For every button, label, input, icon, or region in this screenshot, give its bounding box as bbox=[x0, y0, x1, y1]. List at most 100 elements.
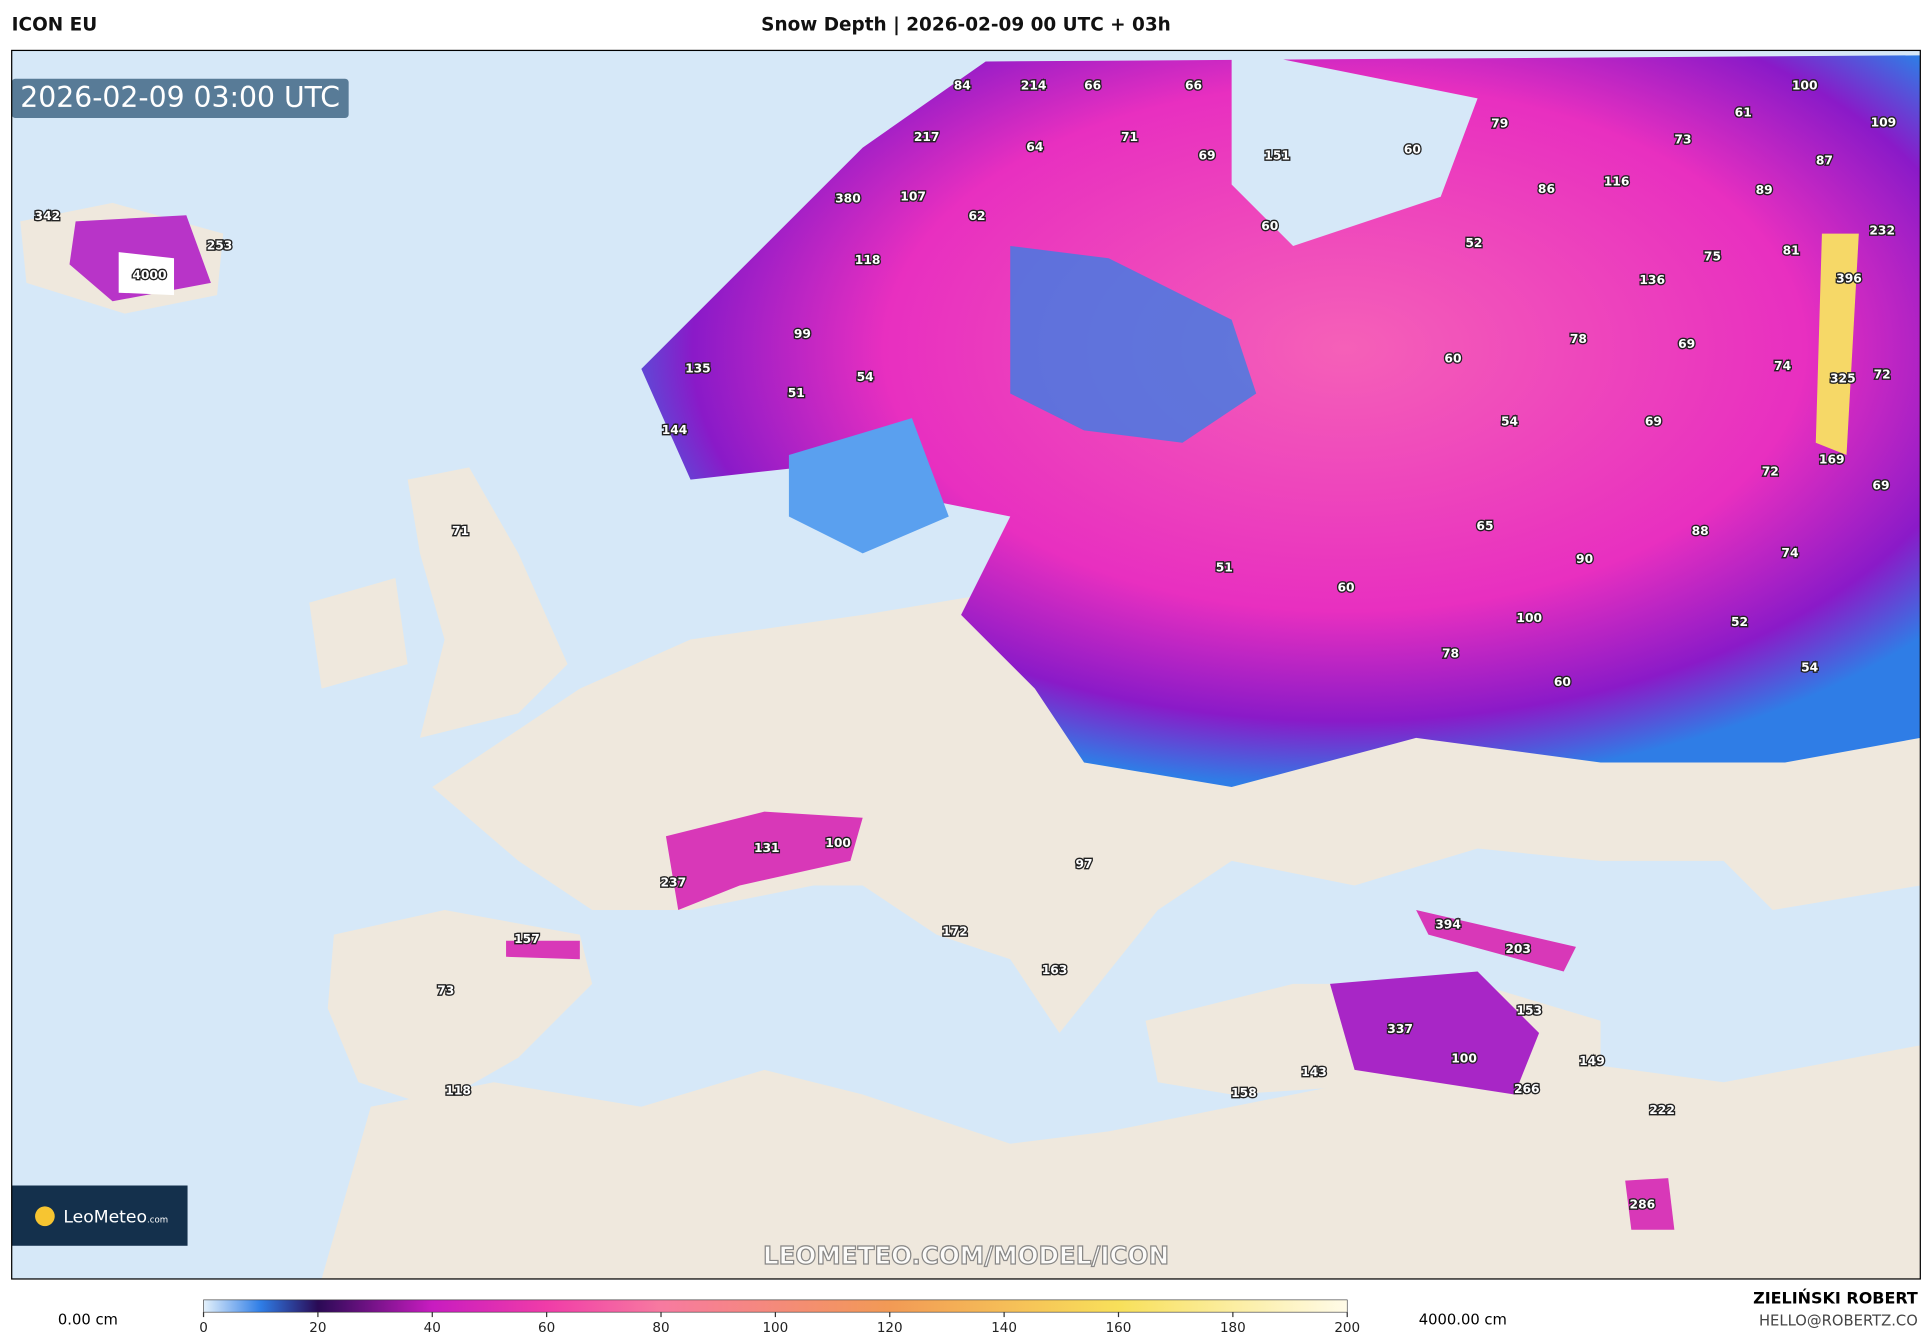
map: 342 253 4000 84 214 66 66 100 61 109 79 217 71 64 69 15… bbox=[11, 50, 1921, 1279]
snow-depth-label: 64 bbox=[1026, 140, 1043, 154]
snow-depth-label: 396 bbox=[1836, 272, 1862, 286]
snow-depth-label: 87 bbox=[1816, 154, 1833, 168]
snow-depth-label: 66 bbox=[1185, 79, 1202, 93]
colorbar-tick-label: 140 bbox=[991, 1320, 1017, 1336]
snow-depth-label: 169 bbox=[1819, 452, 1845, 466]
colorbar-tick-label: 160 bbox=[1106, 1320, 1132, 1336]
snow-depth-label: 72 bbox=[1874, 368, 1891, 382]
snow-depth-label: 163 bbox=[1042, 963, 1068, 977]
snow-depth-label: 253 bbox=[207, 238, 233, 252]
snow-depth-label: 86 bbox=[1538, 182, 1555, 196]
snow-depth-label: 109 bbox=[1871, 115, 1897, 129]
snow-depth-label: 99 bbox=[794, 327, 811, 341]
snow-depth-label: 81 bbox=[1783, 243, 1800, 257]
snow-depth-label: 65 bbox=[1476, 519, 1493, 533]
author: ZIELIŃSKI ROBERT bbox=[1753, 1289, 1918, 1308]
snow-depth-label: 237 bbox=[660, 875, 686, 889]
snow-depth-label: 90 bbox=[1576, 552, 1593, 566]
watermark: LEOMETEO.COM/MODEL/ICON bbox=[763, 1241, 1169, 1270]
snow-depth-label: 69 bbox=[1678, 337, 1695, 351]
snow-depth-label: 118 bbox=[445, 1083, 471, 1097]
snow-depth-label: 232 bbox=[1869, 224, 1895, 238]
snow-depth-label: 74 bbox=[1781, 546, 1798, 560]
snow-depth-label: 71 bbox=[452, 524, 469, 538]
snow-depth-label: 394 bbox=[1435, 917, 1461, 931]
snow-depth-label: 84 bbox=[954, 79, 971, 93]
snow-depth-label: 149 bbox=[1579, 1054, 1605, 1068]
snow-depth-label: 51 bbox=[788, 386, 805, 400]
logo-name: LeoMeteo bbox=[63, 1207, 147, 1227]
snow-depth-label: 214 bbox=[1021, 79, 1047, 93]
snow-depth-label: 116 bbox=[1604, 175, 1630, 189]
snow-depth-label: 73 bbox=[437, 984, 454, 998]
colorbar-tick-label: 100 bbox=[762, 1320, 788, 1336]
colorbar-tick-label: 200 bbox=[1334, 1320, 1360, 1336]
colorbar-tick-label: 60 bbox=[538, 1320, 555, 1336]
snow-depth-label: 66 bbox=[1084, 79, 1101, 93]
snow-depth-label: 60 bbox=[1337, 580, 1354, 594]
snow-depth-label: 54 bbox=[1501, 414, 1518, 428]
snow-depth-label: 286 bbox=[1630, 1198, 1656, 1212]
snow-depth-label: 78 bbox=[1570, 332, 1587, 346]
colorbar-tick-label: 0 bbox=[199, 1320, 208, 1336]
snow-depth-label: 266 bbox=[1514, 1082, 1540, 1096]
snow-depth-label: 100 bbox=[825, 836, 851, 850]
snow-depth-label: 69 bbox=[1645, 414, 1662, 428]
snow-depth-label: 100 bbox=[1516, 611, 1542, 625]
snow-depth-label: 75 bbox=[1704, 250, 1721, 264]
snow-depth-label: 217 bbox=[914, 130, 940, 144]
snow-depth-label: 151 bbox=[1264, 149, 1290, 163]
snow-depth-label: 52 bbox=[1465, 236, 1482, 250]
snow-depth-label: 89 bbox=[1756, 183, 1773, 197]
colorbar-min: 0.00 cm bbox=[58, 1311, 118, 1328]
snow-depth-label: 60 bbox=[1404, 143, 1421, 157]
logo-suffix: .com bbox=[147, 1215, 168, 1225]
colorbar-tick-label: 80 bbox=[652, 1320, 669, 1336]
map-title: Snow Depth | 2026-02-09 00 UTC + 03h bbox=[761, 15, 1171, 36]
snow-depth-label: 60 bbox=[1554, 675, 1571, 689]
colorbar-max: 4000.00 cm bbox=[1419, 1311, 1507, 1328]
snow-depth-label: 60 bbox=[1444, 352, 1461, 366]
colorbar bbox=[203, 1299, 1348, 1313]
snow-depth-label: 153 bbox=[1516, 1003, 1542, 1017]
snow-depth-label: 107 bbox=[900, 189, 926, 203]
snow-depth-label: 158 bbox=[1231, 1086, 1257, 1100]
snow-depth-label: 88 bbox=[1692, 524, 1709, 538]
snow-depth-label: 54 bbox=[1801, 660, 1818, 674]
snow-depth-label: 60 bbox=[1261, 219, 1278, 233]
colorbar-tick-label: 180 bbox=[1220, 1320, 1246, 1336]
snow-depth-label: 100 bbox=[1451, 1051, 1477, 1065]
snow-depth-label: 51 bbox=[1216, 561, 1233, 575]
snow-depth-label: 69 bbox=[1872, 478, 1889, 492]
snow-depth-label: 337 bbox=[1387, 1022, 1413, 1036]
snow-depth-label: 222 bbox=[1649, 1103, 1675, 1117]
snow-depth-label: 72 bbox=[1762, 465, 1779, 479]
snow-depth-label: 61 bbox=[1735, 106, 1752, 120]
logo: LeoMeteo.com bbox=[63, 1207, 168, 1227]
snow-depth-label: 157 bbox=[514, 932, 540, 946]
snow-depth-label: 74 bbox=[1774, 359, 1791, 373]
snow-depth-label: 144 bbox=[662, 423, 688, 437]
snow-depth-label: 342 bbox=[35, 209, 61, 223]
snow-depth-label: 325 bbox=[1830, 371, 1856, 385]
snow-depth-label: 69 bbox=[1198, 149, 1215, 163]
colorbar-tick-label: 120 bbox=[877, 1320, 903, 1336]
snow-depth-label: 79 bbox=[1491, 117, 1508, 131]
snow-depth-label: 131 bbox=[754, 841, 780, 855]
snow-depth-label: 143 bbox=[1301, 1065, 1327, 1079]
snow-depth-label: 118 bbox=[855, 253, 881, 267]
snow-depth-label: 62 bbox=[969, 209, 986, 223]
snow-depth-label: 73 bbox=[1674, 133, 1691, 147]
snow-depth-label: 4000 bbox=[132, 268, 166, 282]
snow-depth-label: 135 bbox=[685, 361, 711, 375]
snow-depth-label: 71 bbox=[1121, 130, 1138, 144]
snow-depth-label: 52 bbox=[1731, 615, 1748, 629]
snow-depth-label: 172 bbox=[942, 925, 968, 939]
snow-depth-label: 203 bbox=[1505, 942, 1531, 956]
snow-depth-label: 97 bbox=[1076, 857, 1093, 871]
snow-depth-label: 100 bbox=[1792, 79, 1818, 93]
snow-depth-label: 54 bbox=[857, 370, 874, 384]
timestamp: 2026-02-09 03:00 UTC bbox=[20, 81, 340, 114]
snow-depth-label: 380 bbox=[835, 192, 861, 206]
